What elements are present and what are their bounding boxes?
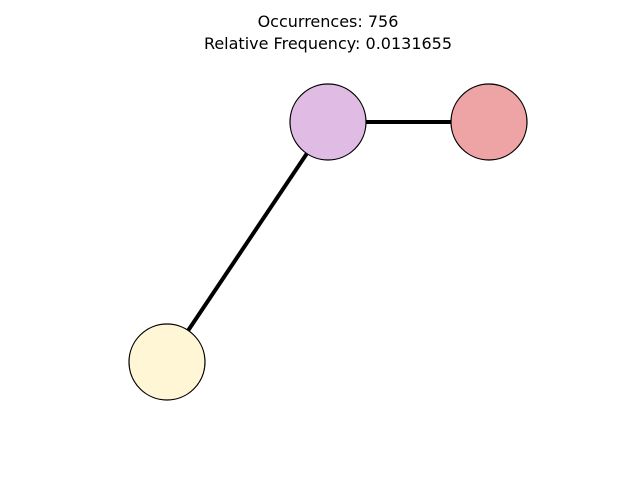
node-c xyxy=(128,323,206,401)
graph-title: Occurrences: 756 Relative Frequency: 0.0… xyxy=(0,11,640,55)
relative-frequency-label: Relative Frequency: 0.0131655 xyxy=(203,34,453,53)
occurrences-label: Occurrences: 756 xyxy=(257,12,399,31)
node-b xyxy=(450,83,528,161)
node-a xyxy=(289,83,367,161)
graph-nodes xyxy=(128,83,528,401)
edge-node-a-node-c xyxy=(165,120,330,364)
